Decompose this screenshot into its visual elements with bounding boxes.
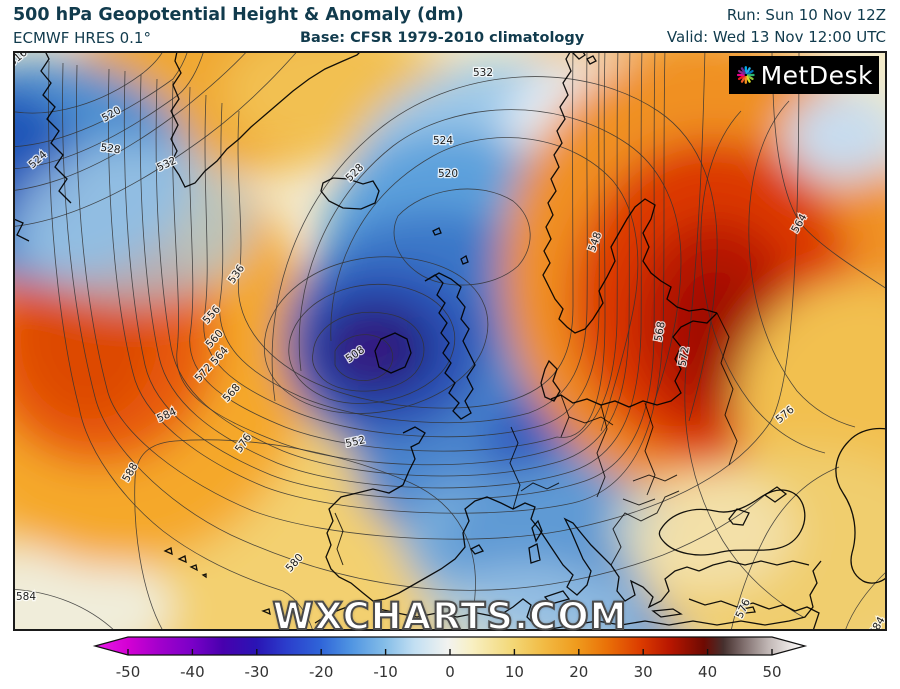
climatology-label: Base: CFSR 1979-2010 climatology <box>300 30 585 46</box>
contour-label: 528 <box>100 142 122 157</box>
colorbar-tick-label: 50 <box>762 663 781 681</box>
contour-label: 520 <box>438 168 458 180</box>
metdesk-brand: MetDesk <box>760 60 873 90</box>
contour-label: 524 <box>433 135 453 147</box>
contour-lines <box>13 51 887 631</box>
metdesk-logo: MetDesk <box>729 56 879 94</box>
colorbar: -50 -40 -30 -20 -10 0 10 20 30 40 50 <box>92 636 808 681</box>
colorbar-tick-label: -30 <box>245 663 270 681</box>
contour-label: 568 <box>652 321 667 343</box>
colorbar-tick-label: -20 <box>309 663 334 681</box>
anomaly-blobs <box>13 51 887 631</box>
map-frame <box>13 51 887 631</box>
colorbar-tick-label: 10 <box>505 663 524 681</box>
country-borders <box>334 312 738 566</box>
valid-label: Valid: Wed 13 Nov 12:00 UTC <box>666 28 886 46</box>
metdesk-pinwheel-icon <box>736 66 755 84</box>
colorbar-tick-label: 40 <box>698 663 717 681</box>
colorbar-tick-label: -50 <box>116 663 141 681</box>
watermark: WXCHARTS.COM <box>272 594 628 631</box>
contour-label: 584 <box>16 591 36 603</box>
contour-label: 552 <box>344 434 366 450</box>
colorbar-tick-label: 30 <box>634 663 653 681</box>
contour-label: 532 <box>473 67 493 79</box>
contour-label: 572 <box>676 346 691 368</box>
colorbar-tick-label: 0 <box>445 663 455 681</box>
colorbar-ticks <box>127 649 773 655</box>
header: 500 hPa Geopotential Height & Anomaly (d… <box>0 0 900 51</box>
page-title: 500 hPa Geopotential Height & Anomaly (d… <box>13 5 464 25</box>
map-canvas: 516 520 528 524 532 532 524 520 528 536 556 560 564 5… <box>13 51 887 631</box>
coastlines <box>13 51 887 631</box>
run-label: Run: Sun 10 Nov 12Z <box>726 6 886 24</box>
colorbar-tick-labels: -50 -40 -30 -20 -10 0 10 20 30 40 50 <box>116 663 782 681</box>
colorbar-tick-label: -40 <box>180 663 205 681</box>
colorbar-tick-label: 20 <box>569 663 588 681</box>
colorbar-tick-label: -10 <box>373 663 398 681</box>
model-label: ECMWF HRES 0.1° <box>13 29 151 47</box>
